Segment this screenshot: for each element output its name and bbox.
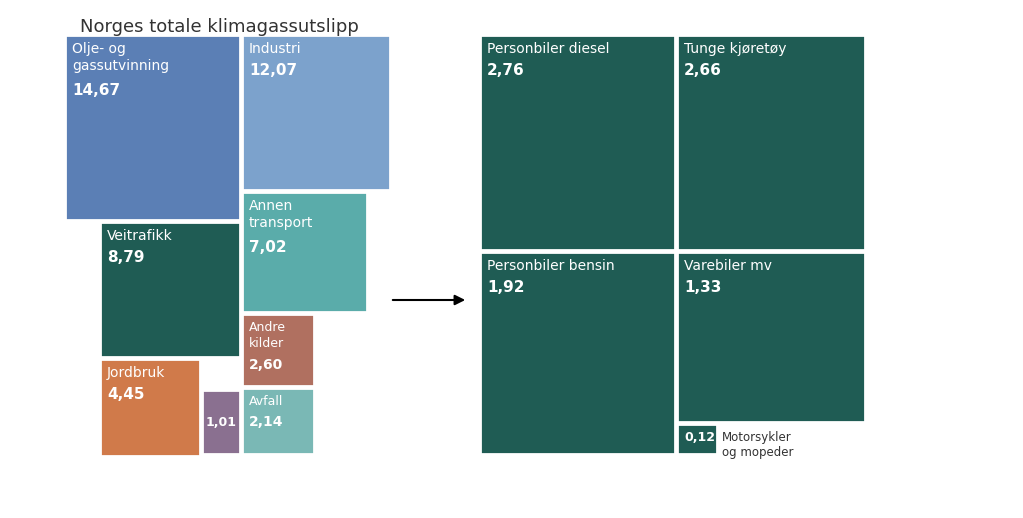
Text: Jordbruk: Jordbruk [107, 366, 166, 380]
Text: Personbiler bensin: Personbiler bensin [487, 259, 615, 273]
Text: 2,66: 2,66 [684, 63, 722, 78]
Bar [480, 252, 675, 454]
Text: Norges totale klimagassutslipp: Norges totale klimagassutslipp [80, 18, 359, 36]
Text: 0,12: 0,12 [684, 431, 715, 444]
Text: Olje- og
gassutvinning: Olje- og gassutvinning [72, 42, 169, 74]
Text: 7,02: 7,02 [249, 240, 286, 255]
Text: 8,79: 8,79 [107, 250, 144, 265]
Bar [677, 424, 717, 454]
Text: Industri: Industri [249, 42, 302, 56]
Text: 2,60: 2,60 [249, 358, 283, 372]
Bar [242, 192, 367, 312]
Text: Andre
kilder: Andre kilder [249, 321, 286, 350]
Text: Varebiler mv: Varebiler mv [684, 259, 772, 273]
Text: Annen
transport: Annen transport [249, 199, 313, 231]
Bar [100, 359, 201, 456]
Text: 1,92: 1,92 [487, 280, 525, 295]
Bar [677, 35, 865, 250]
Text: 14,67: 14,67 [72, 83, 120, 98]
Text: Veitrafikk: Veitrafikk [107, 229, 173, 243]
Text: 1,01: 1,01 [206, 415, 236, 428]
Text: Personbiler diesel: Personbiler diesel [487, 42, 610, 56]
Bar [242, 388, 314, 454]
Bar [65, 35, 240, 220]
Bar [677, 252, 865, 422]
Bar [242, 314, 314, 386]
Text: 2,76: 2,76 [487, 63, 525, 78]
Bar [100, 222, 240, 357]
Text: Avfall: Avfall [249, 395, 283, 408]
Bar [242, 35, 390, 190]
Bar [202, 390, 240, 454]
Text: Tunge kjøretøy: Tunge kjøretøy [684, 42, 787, 56]
Text: 4,45: 4,45 [107, 387, 144, 402]
Text: 2,14: 2,14 [249, 414, 283, 428]
Bar [480, 35, 675, 250]
Text: 12,07: 12,07 [249, 63, 297, 78]
Text: Motorsykler
og mopeder: Motorsykler og mopeder [722, 431, 794, 459]
Text: 1,33: 1,33 [684, 280, 721, 295]
